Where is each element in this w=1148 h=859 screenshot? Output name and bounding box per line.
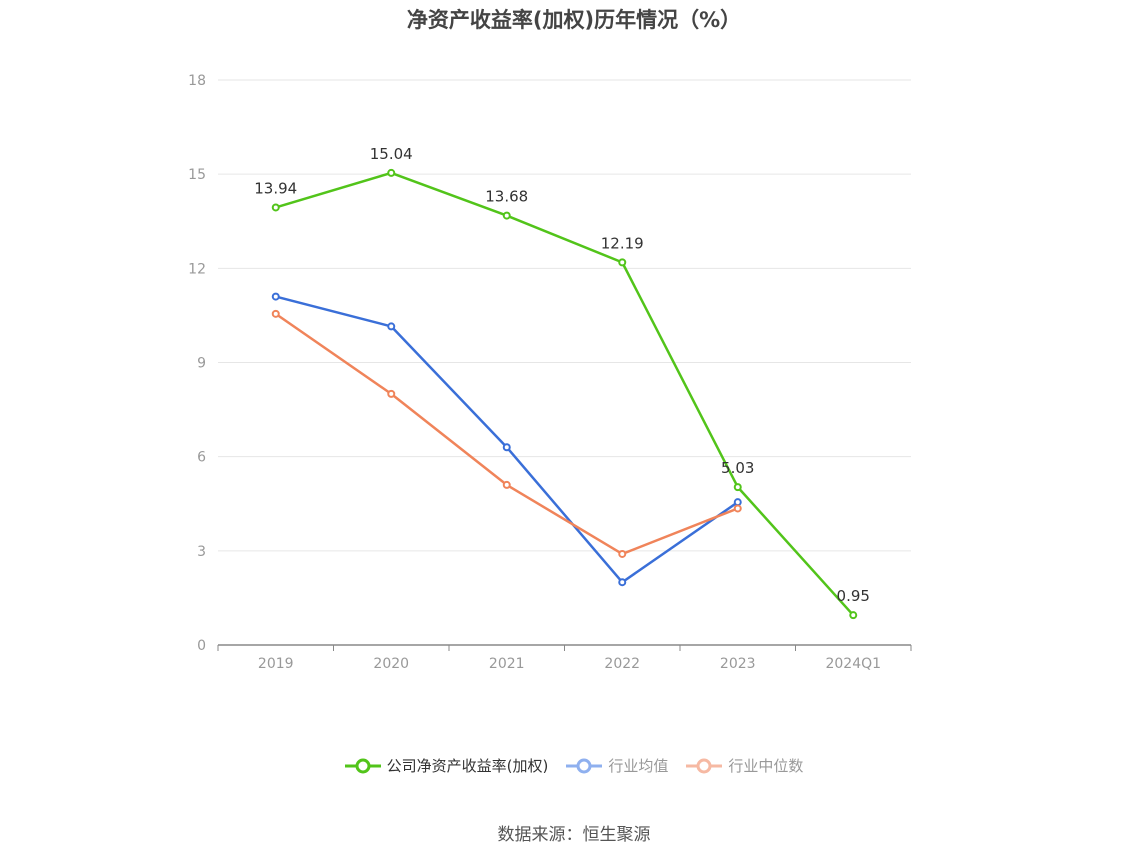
data-point[interactable] (618, 258, 627, 267)
data-point[interactable] (271, 203, 280, 212)
data-point[interactable] (271, 309, 280, 318)
grid-lines (218, 79, 911, 552)
series-line (275, 295, 739, 584)
x-tick-label: 2024Q1 (825, 656, 881, 672)
data-point[interactable] (849, 611, 858, 620)
y-tick-label: 6 (197, 450, 206, 466)
legend: 公司净资产收益率(加权) 行业均值 行业中位数 (0, 755, 1148, 776)
x-tick-label: 2021 (489, 656, 525, 672)
data-point[interactable] (387, 168, 396, 177)
legend-line-icon (344, 758, 381, 773)
data-point[interactable] (733, 504, 742, 513)
data-label: 13.94 (254, 179, 297, 197)
y-tick-label: 0 (197, 638, 206, 654)
y-tick-label: 18 (188, 73, 206, 89)
data-point[interactable] (502, 480, 511, 489)
data-point[interactable] (733, 483, 742, 492)
x-tick-label: 2020 (373, 656, 409, 672)
x-tick-label: 2023 (720, 656, 756, 672)
data-point[interactable] (733, 498, 742, 507)
legend-line-icon (566, 758, 603, 773)
series-line (275, 171, 855, 617)
y-tick-label: 3 (197, 544, 206, 560)
chart-title: 净资产收益率(加权)历年情况（%） (406, 8, 742, 32)
data-point[interactable] (271, 292, 280, 301)
axes: 0 3 6 9 12 15 18 2019 2020 2021 2022 2023 2024Q1 (188, 73, 912, 672)
data-label: 0.95 (837, 587, 870, 605)
data-source-note: 数据来源：恒生聚源 (497, 825, 651, 845)
data-label: 12.19 (601, 234, 644, 252)
data-point[interactable] (387, 389, 396, 398)
data-point[interactable] (618, 549, 627, 558)
legend-label: 行业均值 (608, 757, 669, 775)
data-label: 13.68 (485, 188, 528, 206)
y-tick-label: 15 (188, 167, 206, 183)
series-lines (271, 168, 858, 620)
legend-item-company-roe[interactable]: 公司净资产收益率(加权) (344, 755, 549, 776)
data-point[interactable] (502, 443, 511, 452)
legend-line-icon (686, 758, 723, 773)
legend-item-industry-median[interactable]: 行业中位数 (686, 755, 803, 776)
y-tick-label: 9 (197, 356, 206, 372)
data-label: 5.03 (721, 459, 754, 477)
y-tick-label: 12 (188, 261, 206, 277)
legend-label: 公司净资产收益率(加权) (386, 757, 549, 775)
legend-item-industry-mean[interactable]: 行业均值 (566, 755, 668, 776)
data-point[interactable] (502, 211, 511, 220)
data-label: 15.04 (370, 145, 413, 163)
data-point[interactable] (387, 322, 396, 331)
x-tick-label: 2019 (258, 656, 294, 672)
data-labels: 13.94 15.04 13.68 12.19 5.03 0.95 (254, 145, 870, 605)
x-tick-label: 2022 (604, 656, 640, 672)
legend-label: 行业中位数 (728, 757, 804, 775)
data-point[interactable] (618, 578, 627, 587)
